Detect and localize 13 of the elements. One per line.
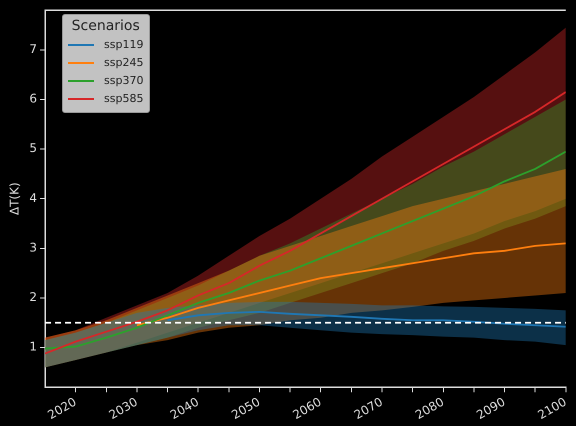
legend-label: ssp119 (104, 37, 144, 53)
y-tick-label: 7 (29, 42, 38, 56)
legend-label: ssp245 (104, 55, 144, 71)
y-tick-label: 3 (29, 240, 38, 254)
legend-label: ssp370 (104, 73, 144, 89)
y-tick-label: 4 (29, 190, 38, 205)
legend-label: ssp585 (104, 91, 144, 107)
legend-title: Scenarios (70, 18, 141, 34)
y-axis-title: ΔT(K) (7, 182, 22, 216)
y-tick-label: 6 (29, 92, 38, 106)
y-tick-label: 1 (29, 340, 38, 354)
y-tick-label: 2 (29, 290, 38, 304)
y-tick-label: 5 (29, 141, 38, 156)
